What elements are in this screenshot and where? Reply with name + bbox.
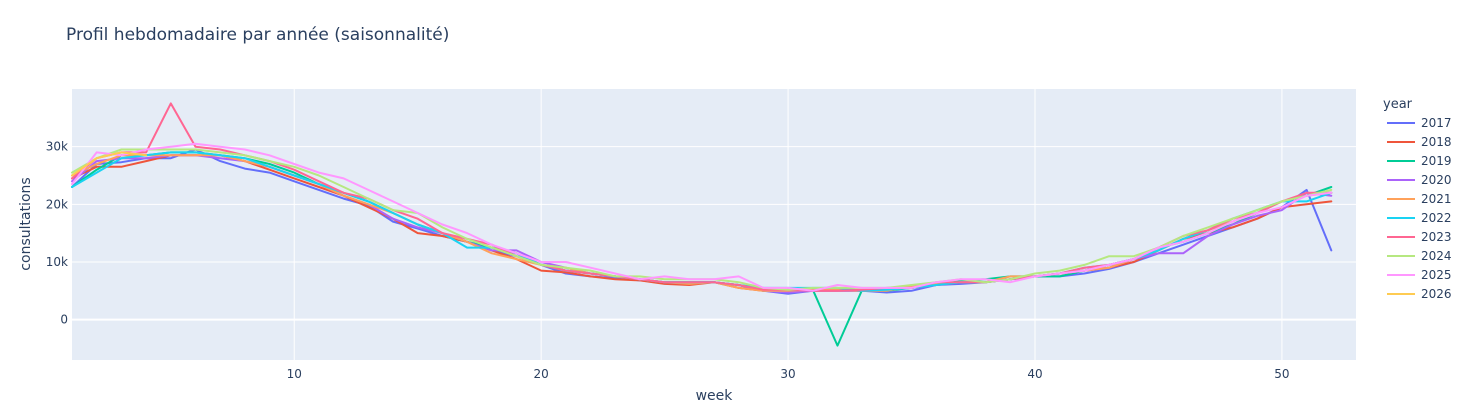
x-tick-label: 40 (1027, 367, 1042, 381)
series-line-2025 (71, 142, 1333, 292)
series-lines (71, 102, 1333, 347)
legend-item-2018[interactable]: 2018 (1387, 135, 1452, 149)
y-axis-title: consultations (18, 177, 34, 270)
grid (72, 89, 1356, 360)
x-axis-ticks: 10 20 30 40 50 (287, 367, 1290, 381)
chart-title: Profil hebdomadaire par année (saisonnal… (66, 25, 449, 45)
y-tick-label: 10k (46, 255, 68, 269)
legend-label: 2026 (1421, 287, 1452, 301)
legend-label: 2020 (1421, 173, 1452, 187)
legend-label: 2019 (1421, 154, 1452, 168)
legend-label: 2023 (1421, 230, 1452, 244)
legend-item-2026[interactable]: 2026 (1387, 287, 1452, 301)
series-line-2026 (71, 151, 148, 177)
legend-item-2017[interactable]: 2017 (1387, 116, 1452, 130)
legend-label: 2021 (1421, 192, 1452, 206)
legend-label: 2024 (1421, 249, 1452, 263)
legend-item-2022[interactable]: 2022 (1387, 211, 1452, 225)
legend-label: 2022 (1421, 211, 1452, 225)
legend-label: 2017 (1421, 116, 1452, 130)
x-tick-label: 30 (780, 367, 795, 381)
legend-title: year (1383, 97, 1413, 112)
legend-item-2020[interactable]: 2020 (1387, 173, 1452, 187)
y-tick-label: 0 (60, 313, 68, 327)
y-axis-ticks: 0 10k 20k 30k (46, 140, 68, 327)
y-tick-label: 30k (46, 140, 68, 154)
legend-item-2021[interactable]: 2021 (1387, 192, 1452, 206)
x-axis-title: week (696, 388, 734, 404)
legend-item-2025[interactable]: 2025 (1387, 268, 1452, 282)
x-tick-label: 10 (287, 367, 302, 381)
legend-item-2019[interactable]: 2019 (1387, 154, 1452, 168)
plot-area (72, 89, 1356, 360)
x-tick-label: 20 (534, 367, 549, 381)
legend-label: 2018 (1421, 135, 1452, 149)
legend-label: 2025 (1421, 268, 1452, 282)
legend-item-2024[interactable]: 2024 (1387, 249, 1452, 263)
legend-item-2023[interactable]: 2023 (1387, 230, 1452, 244)
x-tick-label: 50 (1274, 367, 1289, 381)
y-tick-label: 20k (46, 197, 68, 211)
legend[interactable]: year 2017 2018 2019 2020 2021 2022 2023 2024 202… (1383, 97, 1452, 301)
